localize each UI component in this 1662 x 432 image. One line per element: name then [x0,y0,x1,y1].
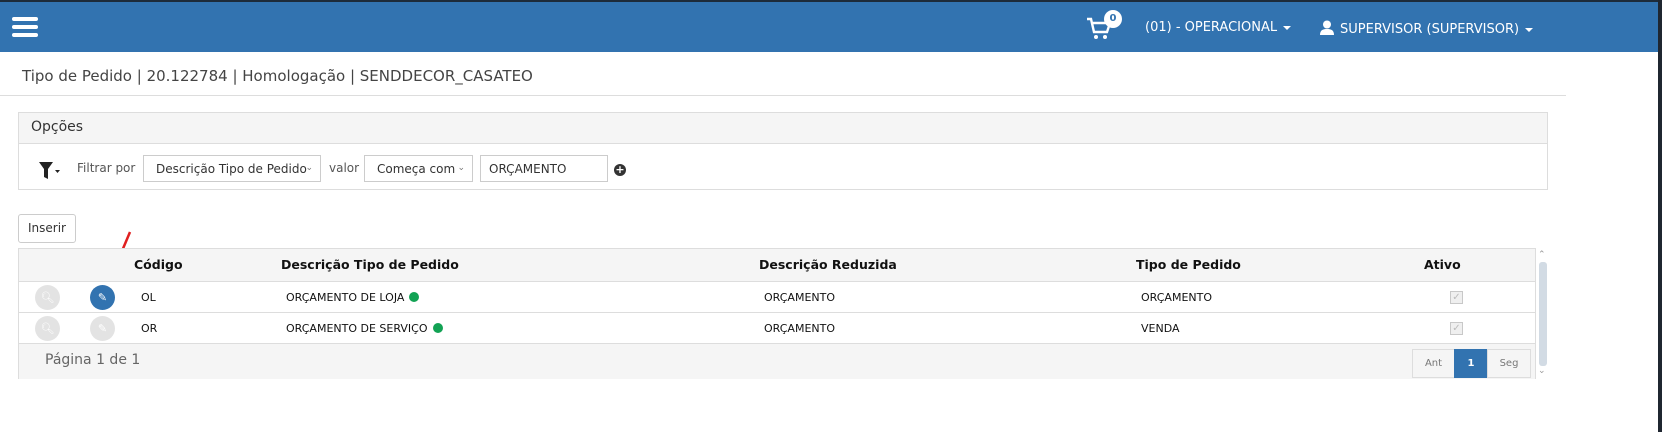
cell-short: ORÇAMENTO [764,322,836,335]
caret-down-icon [1525,27,1534,32]
user-dropdown[interactable]: SUPERVISOR (SUPERVISOR) [1320,20,1534,37]
active-checkbox: ✓ [1450,322,1463,335]
table-header: Código Descrição Tipo de Pedido Descriçã… [19,249,1535,282]
options-title: Opções [19,113,1547,144]
value-label: valor [329,161,360,175]
view-icon[interactable]: 🔍︎ [35,316,60,341]
filter-field-select[interactable]: Descrição Tipo de Pedido ⌄ [143,155,321,182]
col-ativo[interactable]: Ativo [1424,257,1461,272]
filter-icon[interactable] [39,162,61,179]
page-title: Tipo de Pedido | 20.122784 | Homologação… [22,67,533,85]
unit-label: (01) - OPERACIONAL [1145,20,1278,35]
user-label: SUPERVISOR (SUPERVISOR) [1340,22,1520,37]
status-dot [432,323,443,333]
filter-by-label: Filtrar por [77,161,136,175]
table-row: 🔍︎ ✎ OR ORÇAMENTO DE SERVIÇO ORÇAMENTO V… [19,313,1535,344]
filter-value-input[interactable]: ORÇAMENTO [480,155,608,182]
col-descricao[interactable]: Descrição Tipo de Pedido [281,257,459,272]
filter-field-value: Descrição Tipo de Pedido [156,162,307,176]
insert-button[interactable]: Inserir [18,214,76,243]
scroll-up-icon[interactable]: ⌃ [1538,250,1546,260]
scrollbar[interactable] [1539,262,1547,366]
status-dot [409,292,420,302]
options-panel: Opções Filtrar por Descrição Tipo de Ped… [18,112,1548,190]
operator-select[interactable]: Começa com ⌄ [364,155,473,182]
cell-description: ORÇAMENTO DE SERVIÇO [286,313,443,344]
view-icon[interactable]: 🔍︎ [35,285,60,310]
divider [0,95,1566,96]
hamburger-menu-icon[interactable] [12,17,38,37]
page-info: Página 1 de 1 [45,352,141,368]
edit-icon[interactable]: ✎ [90,285,115,310]
cell-code: OR [141,322,158,335]
cart-count-badge: 0 [1104,10,1122,28]
table-row: 🔍︎ ✎ OL ORÇAMENTO DE LOJA ORÇAMENTO ORÇA… [19,282,1535,313]
col-descricao-reduzida[interactable]: Descrição Reduzida [759,257,897,272]
prev-page-button[interactable]: Ant [1412,349,1455,378]
next-page-button[interactable]: Seg [1487,349,1531,378]
description-text: ORÇAMENTO DE SERVIÇO [286,322,428,335]
cell-description: ORÇAMENTO DE LOJA [286,282,420,313]
table-footer: Página 1 de 1 Ant 1 Seg [19,344,1535,379]
caret-down-icon [1283,25,1292,30]
edit-icon[interactable]: ✎ [90,316,115,341]
page-1-button[interactable]: 1 [1454,349,1488,378]
chevron-down-icon: ⌄ [457,163,465,173]
col-codigo[interactable]: Código [134,257,183,272]
cell-type: VENDA [1141,322,1180,335]
top-navbar: 0 (01) - OPERACIONAL SUPERVISOR (SUPERVI… [0,0,1658,52]
user-icon [1320,20,1334,35]
chevron-down-icon: ⌄ [305,163,313,173]
add-filter-icon[interactable]: + [614,163,626,176]
description-text: ORÇAMENTO DE LOJA [286,291,405,304]
cell-code: OL [141,291,156,304]
scroll-down-icon[interactable]: ⌄ [1538,366,1546,376]
unit-dropdown[interactable]: (01) - OPERACIONAL [1145,20,1292,35]
operator-value: Começa com [377,162,456,176]
active-checkbox: ✓ [1450,291,1463,304]
col-tipo-pedido[interactable]: Tipo de Pedido [1136,257,1241,272]
cell-short: ORÇAMENTO [764,291,836,304]
results-table: Código Descrição Tipo de Pedido Descriçã… [18,248,1536,379]
window-edge [1658,0,1662,432]
cell-type: ORÇAMENTO [1141,291,1213,304]
